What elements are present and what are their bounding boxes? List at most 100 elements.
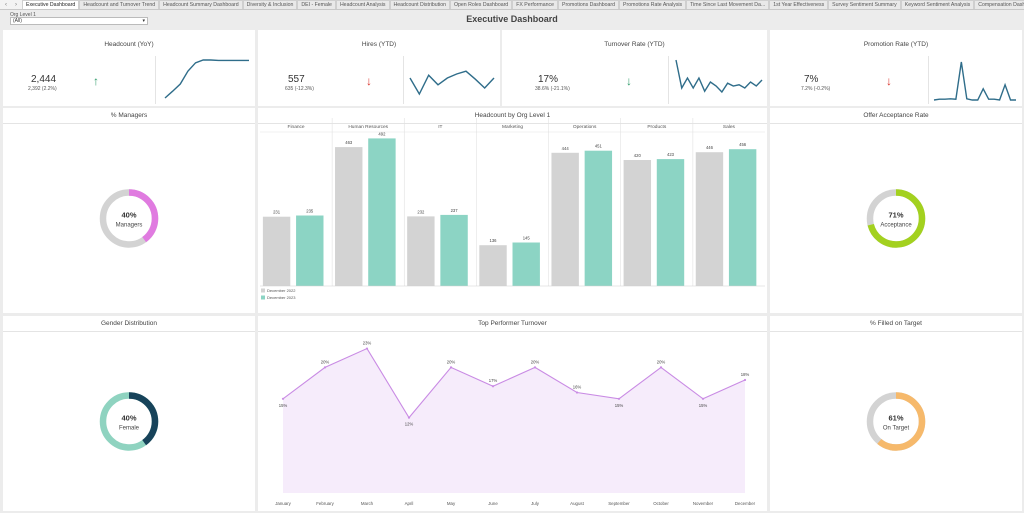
- turnover-value-label: 20%: [447, 359, 456, 364]
- dashboard-tab-bar: Executive Dashboard Headcount and Turnove…: [0, 0, 1024, 10]
- tab-survey-sentiment-summary[interactable]: Survey Sentiment Summary: [828, 0, 901, 9]
- top-performer-turnover-panel[interactable]: Top Performer Turnover 15% January 20% Febr…: [258, 316, 767, 511]
- turnover-value-label: 20%: [657, 359, 666, 364]
- offer-label: Acceptance: [880, 223, 912, 229]
- gender-donut: 40% Female: [99, 392, 159, 451]
- bar-products-2023: [656, 159, 685, 286]
- bar-sales-2022: [695, 152, 724, 286]
- turnover-point-december: [743, 378, 747, 382]
- month-label-november: November: [693, 501, 714, 506]
- tab-promotions-dashboard[interactable]: Promotions Dashboard: [557, 0, 620, 9]
- filled-on-target-title: % Filled on Target: [770, 316, 1022, 332]
- tab-1st-year-effectiveness[interactable]: 1st Year Effectiveness: [769, 0, 829, 9]
- org-level-filter-dropdown[interactable]: (All) ▾: [10, 17, 148, 25]
- hires-title: Hires (YTD): [361, 41, 397, 48]
- turnover-rate-value: 17%: [538, 74, 559, 85]
- promotion-rate-comparison: 7.2% (-0.2%): [801, 86, 831, 92]
- managers-donut: 40% Managers: [99, 189, 159, 248]
- tab-dei-female[interactable]: DEI - Female: [297, 0, 336, 9]
- month-label-february: February: [316, 501, 334, 506]
- headcount-comparison: 2,392 (2.2%): [28, 86, 57, 92]
- promotion-rate-sparkline: [933, 61, 1016, 101]
- turnover-value-label: 18%: [741, 372, 750, 377]
- bar-operations-2023: [584, 150, 613, 286]
- turnover-value-label: 20%: [531, 359, 540, 364]
- hires-sparkline: [409, 70, 495, 96]
- turnover-value-label: 16%: [573, 385, 582, 390]
- promotion-rate-value: 7%: [804, 74, 819, 85]
- month-label-august: August: [570, 501, 584, 506]
- promotion-rate-sparkline-line: [933, 61, 1016, 101]
- headcount-by-org-chart: Finance 231 235 Human Resources 463 492 IT 232 2…: [260, 118, 765, 300]
- managers-title: % Managers: [3, 108, 255, 124]
- bar-value-label: 237: [451, 208, 459, 213]
- top-performer-turnover-title: Top Performer Turnover: [258, 316, 767, 332]
- month-label-july: July: [531, 501, 540, 506]
- managers-label: Managers: [116, 223, 143, 229]
- filled-donut-arc: [866, 392, 926, 451]
- tab-headcount-distribution[interactable]: Headcount Distribution: [389, 0, 450, 9]
- gender-distribution-panel[interactable]: Gender Distribution 40% Female: [3, 316, 255, 511]
- gender-percent: 40%: [121, 414, 136, 423]
- tab-promotions-rate-analysis[interactable]: Promotions Rate Analysis: [619, 0, 687, 9]
- offer-percent: 71%: [888, 211, 903, 220]
- category-label-products: Products: [647, 124, 667, 130]
- turnover-point-june: [491, 385, 495, 388]
- category-label-it: IT: [438, 124, 442, 130]
- tab-fx-performance[interactable]: FX Performance: [512, 0, 558, 9]
- offer-acceptance-panel[interactable]: Offer Acceptance Rate 71% Acceptance: [770, 108, 1022, 313]
- hires-comparison: 635 (-12.3%): [285, 86, 314, 92]
- gender-label: Female: [119, 426, 140, 432]
- bar-value-label: 492: [378, 131, 386, 136]
- turnover-rate-title: Turnover Rate (YTD): [604, 41, 665, 48]
- filled-on-target-panel[interactable]: % Filled on Target 61% On Target: [770, 316, 1022, 511]
- chevron-down-icon: ▾: [142, 18, 145, 24]
- tab-headcount-analysis[interactable]: Headcount Analysis: [335, 0, 390, 9]
- org-level-filter-label: Org Level 1: [10, 12, 36, 18]
- category-label-marketing: Marketing: [502, 124, 523, 130]
- tab-headcount-and-turnover-trend[interactable]: Headcount and Turnover Trend: [79, 0, 160, 9]
- kpi-divider: [668, 56, 669, 104]
- category-label-finance: Finance: [288, 124, 305, 130]
- bar-it-2023: [440, 214, 468, 286]
- tab-open-roles-dashboard[interactable]: Open Roles Dashboard: [449, 0, 513, 9]
- turnover-value-label: 15%: [615, 403, 624, 408]
- bar-human-resources-2023: [368, 138, 396, 286]
- turnover-value-label: 20%: [321, 359, 330, 364]
- tab-time-since-last-movement-da[interactable]: Time Since Last Movement Da...: [686, 0, 770, 9]
- tab-compensation-dashboard[interactable]: Compensation Dashboard: [974, 0, 1024, 9]
- month-label-december: December: [735, 501, 756, 506]
- turnover-value-label: 12%: [405, 422, 414, 427]
- kpi-divider: [928, 56, 929, 104]
- managers-percent: 40%: [121, 211, 136, 220]
- kpi-card-promotion-rate[interactable]: Promotion Rate (YTD) 7% 7.2% (-0.2%) ↓: [770, 30, 1022, 106]
- bar-marketing-2022: [479, 245, 507, 286]
- turnover-area: [283, 348, 745, 493]
- page-title: Executive Dashboard: [466, 14, 558, 24]
- bar-finance-2023: [296, 215, 324, 286]
- headcount-sparkline: [164, 59, 249, 99]
- bar-value-label: 423: [667, 152, 675, 157]
- bar-value-label: 446: [706, 145, 714, 150]
- tab-headcount-summary-dashboard[interactable]: Headcount Summary Dashboard: [159, 0, 243, 9]
- offer-acceptance-title: Offer Acceptance Rate: [770, 108, 1022, 124]
- tab-scroll-right-icon[interactable]: ›: [15, 2, 17, 8]
- bar-operations-2022: [551, 152, 579, 286]
- bar-marketing-2023: [512, 242, 540, 286]
- headcount-by-org-panel[interactable]: Headcount by Org Level 1 Finance 231 235 Hu…: [258, 108, 767, 313]
- offer-donut: 71% Acceptance: [866, 189, 926, 248]
- bar-value-label: 456: [739, 142, 747, 147]
- turnover-point-november: [701, 397, 705, 400]
- tab-executive-dashboard[interactable]: Executive Dashboard: [22, 0, 80, 9]
- bar-sales-2023: [728, 149, 757, 286]
- turnover-point-july: [533, 366, 537, 369]
- tab-diversity-inclusion[interactable]: Diversity & Inclusion: [242, 0, 298, 9]
- kpi-card-hires[interactable]: Hires (YTD) 557 635 (-12.3%) ↓: [258, 30, 500, 106]
- kpi-card-headcount[interactable]: Headcount (YoY) 2,444 2,392 (2.2%) ↑: [3, 30, 255, 106]
- tab-scroll-left-icon[interactable]: ‹: [5, 2, 7, 8]
- bar-value-label: 420: [634, 153, 642, 158]
- kpi-card-turnover-rate[interactable]: Turnover Rate (YTD) 17% 38.6% (-21.1%) ↓: [502, 30, 767, 106]
- managers-panel[interactable]: % Managers 40% Managers: [3, 108, 255, 313]
- legend-entry: December 2023: [267, 295, 296, 300]
- tab-keyword-sentiment-analysis[interactable]: Keyword Sentiment Analysis: [900, 0, 975, 9]
